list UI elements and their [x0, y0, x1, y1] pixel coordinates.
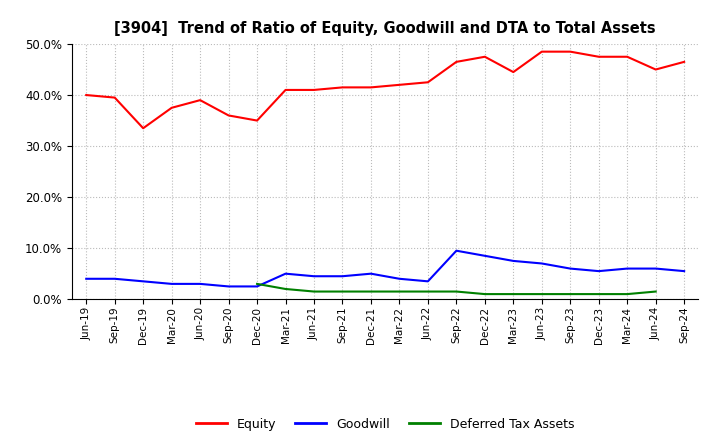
Goodwill — [566, 266, 575, 271]
Equity — [338, 85, 347, 90]
Line: Deferred Tax Assets: Deferred Tax Assets — [257, 284, 656, 294]
Goodwill — [110, 276, 119, 282]
Deferred Tax Assets — [652, 289, 660, 294]
Deferred Tax Assets — [566, 291, 575, 297]
Deferred Tax Assets — [282, 286, 290, 292]
Line: Equity: Equity — [86, 51, 684, 128]
Goodwill — [253, 284, 261, 289]
Deferred Tax Assets — [253, 281, 261, 286]
Goodwill — [139, 279, 148, 284]
Goodwill — [395, 276, 404, 282]
Equity — [595, 54, 603, 59]
Equity — [566, 49, 575, 54]
Equity — [423, 80, 432, 85]
Deferred Tax Assets — [366, 289, 375, 294]
Deferred Tax Assets — [423, 289, 432, 294]
Line: Goodwill: Goodwill — [86, 251, 684, 286]
Equity — [196, 98, 204, 103]
Goodwill — [167, 281, 176, 286]
Equity — [253, 118, 261, 123]
Equity — [623, 54, 631, 59]
Goodwill — [366, 271, 375, 276]
Deferred Tax Assets — [338, 289, 347, 294]
Equity — [282, 87, 290, 92]
Goodwill — [338, 274, 347, 279]
Deferred Tax Assets — [509, 291, 518, 297]
Goodwill — [423, 279, 432, 284]
Goodwill — [537, 261, 546, 266]
Equity — [366, 85, 375, 90]
Equity — [480, 54, 489, 59]
Goodwill — [225, 284, 233, 289]
Equity — [82, 92, 91, 98]
Equity — [509, 70, 518, 75]
Deferred Tax Assets — [595, 291, 603, 297]
Goodwill — [652, 266, 660, 271]
Deferred Tax Assets — [452, 289, 461, 294]
Equity — [139, 125, 148, 131]
Legend: Equity, Goodwill, Deferred Tax Assets: Equity, Goodwill, Deferred Tax Assets — [191, 413, 580, 436]
Equity — [167, 105, 176, 110]
Goodwill — [680, 268, 688, 274]
Equity — [680, 59, 688, 65]
Goodwill — [82, 276, 91, 282]
Equity — [110, 95, 119, 100]
Deferred Tax Assets — [395, 289, 404, 294]
Equity — [225, 113, 233, 118]
Equity — [310, 87, 318, 92]
Goodwill — [452, 248, 461, 253]
Deferred Tax Assets — [310, 289, 318, 294]
Deferred Tax Assets — [623, 291, 631, 297]
Deferred Tax Assets — [480, 291, 489, 297]
Equity — [395, 82, 404, 88]
Deferred Tax Assets — [537, 291, 546, 297]
Goodwill — [282, 271, 290, 276]
Goodwill — [310, 274, 318, 279]
Equity — [537, 49, 546, 54]
Goodwill — [623, 266, 631, 271]
Goodwill — [196, 281, 204, 286]
Equity — [452, 59, 461, 65]
Goodwill — [595, 268, 603, 274]
Equity — [652, 67, 660, 72]
Goodwill — [509, 258, 518, 264]
Title: [3904]  Trend of Ratio of Equity, Goodwill and DTA to Total Assets: [3904] Trend of Ratio of Equity, Goodwil… — [114, 21, 656, 36]
Goodwill — [480, 253, 489, 258]
